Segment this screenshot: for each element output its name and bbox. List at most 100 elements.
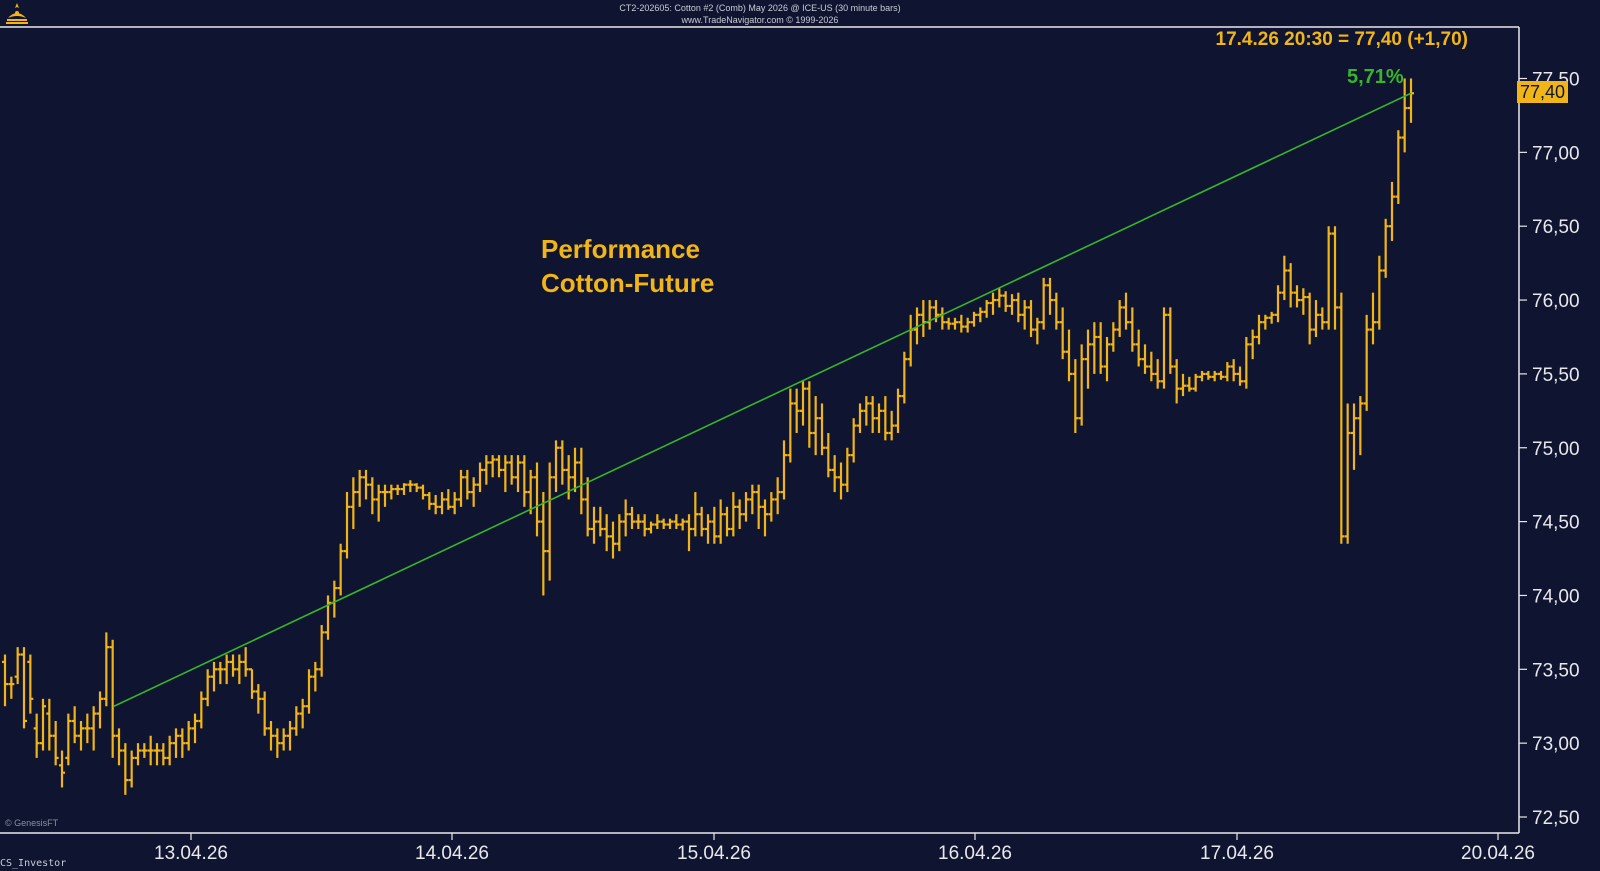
ohlc-bar <box>1129 307 1136 352</box>
ohlc-bar <box>819 403 825 456</box>
ohlc-bar <box>1028 300 1034 337</box>
ohlc-bar <box>857 403 863 433</box>
ohlc-bar <box>2 654 8 707</box>
ohlc-bar <box>14 647 21 685</box>
ohlc-bar <box>591 506 597 544</box>
ohlc-bar <box>1218 370 1224 380</box>
ohlc-bar <box>78 720 84 751</box>
ohlc-bar <box>1015 292 1022 323</box>
ohlc-bar <box>1389 181 1395 241</box>
ohlc-bar <box>382 484 388 507</box>
ohlc-bar <box>996 288 1003 308</box>
x-tick-label: 16.04.26 <box>938 843 1012 864</box>
ohlc-bar <box>964 317 971 333</box>
ohlc-bar <box>1344 403 1351 544</box>
ohlc-bar <box>439 492 445 515</box>
ohlc-series <box>2 78 1414 795</box>
y-tick-label: 77,00 <box>1532 143 1580 164</box>
ohlc-bar <box>363 469 369 500</box>
ohlc-bar <box>33 713 40 758</box>
ohlc-bar <box>426 492 433 510</box>
ohlc-bar <box>40 698 46 751</box>
ohlc-bar <box>407 480 414 493</box>
ohlc-bar <box>844 447 851 493</box>
ohlc-bar <box>141 743 148 758</box>
y-tick-label: 76,00 <box>1532 291 1580 312</box>
ohlc-bar <box>540 492 547 596</box>
ohlc-bar <box>1053 292 1060 330</box>
ohlc-bar <box>1281 255 1288 301</box>
ohlc-bar <box>52 720 59 766</box>
ohlc-bar <box>8 676 15 699</box>
ohlc-bar <box>103 632 110 707</box>
ohlc-bar <box>420 484 426 500</box>
x-tick-label: 17.04.26 <box>1200 843 1274 864</box>
ohlc-bar <box>755 484 762 529</box>
ohlc-bar <box>863 396 870 426</box>
ohlc-bar <box>629 506 635 529</box>
ohlc-bar <box>1116 300 1123 337</box>
ohlc-bar <box>692 492 699 537</box>
ohlc-bar <box>173 728 179 758</box>
ohlc-bar <box>483 455 490 485</box>
chart-annotation: Performance Cotton-Future <box>541 232 714 300</box>
ohlc-bar <box>1161 307 1167 389</box>
ohlc-bar <box>65 713 72 766</box>
ohlc-bar <box>527 469 534 515</box>
ohlc-bar <box>597 506 604 537</box>
ohlc-bar <box>578 447 585 515</box>
ohlc-bar <box>1142 344 1148 374</box>
y-tick-label: 75,00 <box>1532 439 1580 460</box>
ohlc-bar <box>1186 376 1193 392</box>
annotation-line-1: Performance <box>541 234 700 264</box>
ohlc-bar <box>1294 285 1300 308</box>
ohlc-bar <box>939 307 946 330</box>
ohlc-bar <box>1135 329 1142 367</box>
ohlc-bar <box>432 495 439 515</box>
ohlc-bar <box>255 684 262 714</box>
ohlc-bar <box>686 514 692 552</box>
ohlc-bar <box>1047 277 1053 315</box>
ohlc-bar <box>983 300 990 318</box>
ohlc-bar <box>1205 370 1212 380</box>
ohlc-bar <box>705 514 711 544</box>
ohlc-bar <box>869 396 876 433</box>
ohlc-bar <box>1325 226 1332 330</box>
ohlc-bar <box>1040 277 1047 330</box>
ohlc-bar <box>147 735 154 766</box>
y-axis: 72,50 73,00 73,50 74,00 74,50 75,00 75,50 76,00… <box>1519 70 1580 829</box>
ohlc-bar <box>242 647 249 677</box>
y-tick-label: 76,50 <box>1532 217 1580 238</box>
ohlc-bar <box>698 506 705 537</box>
ohlc-bar <box>1401 78 1408 153</box>
ohlc-bar <box>464 469 471 500</box>
ohlc-bar <box>46 698 53 751</box>
ohlc-bar <box>724 506 730 537</box>
ohlc-bar <box>603 514 610 552</box>
y-tick-label: 74,50 <box>1532 513 1580 534</box>
x-axis: 13.04.26 14.04.26 15.04.26 16.04.26 17.04.26… <box>154 833 1535 864</box>
ohlc-bar <box>876 403 882 433</box>
last-price-readout: 17.4.26 20:30 = 77,40 (+1,70) <box>1215 29 1468 50</box>
chart-title: CT2-202605: Cotton #2 (Comb) May 2026 @ … <box>619 3 901 13</box>
ohlc-bar <box>781 440 787 500</box>
ohlc-bar <box>1123 292 1129 330</box>
ohlc-bar <box>667 518 673 529</box>
ohlc-bar <box>1268 311 1275 324</box>
ohlc-bar <box>369 477 376 515</box>
ohlc-bar <box>901 351 908 404</box>
ohlc-bar <box>445 489 452 510</box>
ohlc-bar <box>1021 300 1028 330</box>
ohlc-bar <box>1173 359 1180 404</box>
ohlc-bar <box>306 669 312 714</box>
ohlc-bar <box>736 499 743 529</box>
ohlc-bar <box>128 750 135 788</box>
ohlc-bar <box>1091 322 1098 374</box>
ohlc-bar <box>952 317 958 330</box>
last-price-marker: 77,40 <box>1517 81 1569 103</box>
y-tick-label: 75,50 <box>1532 365 1580 386</box>
ohlc-bar <box>774 477 781 515</box>
ohlc-bar <box>711 506 718 544</box>
ohlc-bar <box>59 750 65 788</box>
